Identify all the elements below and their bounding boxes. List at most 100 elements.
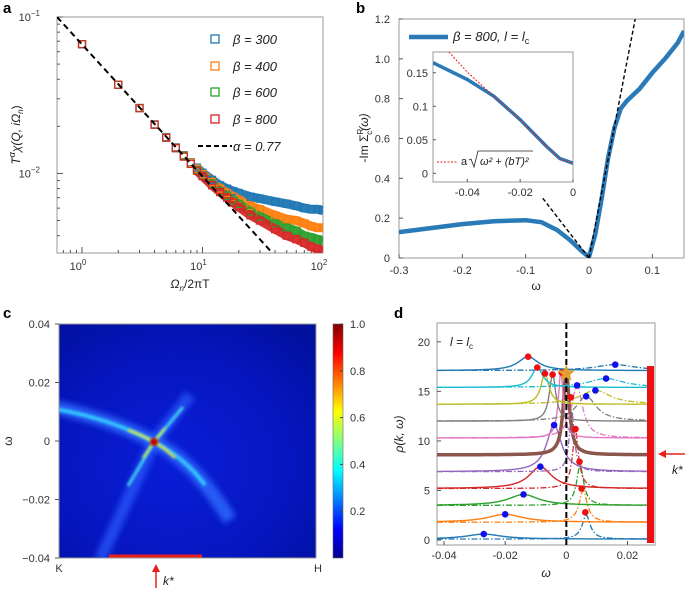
y-axis-label: ρ(k, ω) [392, 416, 406, 454]
x-tick-label-H: H [314, 563, 322, 575]
x-tick-label: -0.02 [493, 550, 518, 562]
data-point-square [270, 219, 280, 228]
colorbar-ticks: 0.2 0.4 0.6 0.8 1.0 [340, 319, 365, 518]
data-point-square [255, 216, 265, 225]
data-point-square [292, 226, 301, 235]
spectral-row-9-dashdot [437, 377, 651, 388]
data-point-square [255, 194, 265, 203]
axis-ticks: -0.04 -0.02 0 0.02 0 5 10 15 20 [418, 337, 638, 562]
y-tick-label: 10−2 [19, 165, 41, 180]
x-tick-label: 102 [311, 258, 328, 273]
y-axis-label: ω [1, 436, 15, 445]
x-tick-label-K: K [55, 563, 63, 575]
k-star-arrowhead [658, 450, 666, 458]
spectral-row-1-solid [437, 513, 651, 523]
inset-legend: a ω² + (bT)² [437, 150, 533, 169]
spectral-row-10-solid [437, 356, 651, 372]
legend-label-sub: c [525, 36, 530, 46]
spectral-row-6-solid [437, 370, 651, 439]
plot-frame [436, 322, 656, 546]
data-point-square [318, 223, 323, 232]
y-label-main: -Im Σ [357, 135, 371, 163]
data-point-square [135, 104, 144, 113]
data-point-square [223, 193, 232, 202]
axis-ticks: 0.04 0.02 0 −0.02 −0.04 K H [22, 319, 322, 575]
plot-area [437, 323, 651, 545]
y-tick-label: 1.0 [375, 54, 390, 66]
spectral-row-2-solid [437, 493, 651, 506]
data-point-square [229, 198, 238, 207]
data-point-square [307, 205, 316, 214]
broad-peak-dot [537, 463, 544, 471]
data-point-square [270, 197, 280, 206]
panel-b-self-energy-plot: -0.3 -0.2 -0.1 0 0.1 0 0.2 0.4 0.6 0.8 1.0 1.2 β = … [356, 14, 685, 293]
spectral-row-1-dashdot [437, 489, 651, 523]
axis-ticks: -0.3 -0.2 -0.1 0 0.1 0 0.2 0.4 0.6 0.8 1.0 1.2 [375, 14, 660, 277]
inset-fit-curve [448, 52, 573, 164]
plot-frame [56, 16, 324, 254]
broad-peak-dot [573, 382, 581, 389]
x-tick-label: 0.1 [645, 265, 660, 277]
data-point-square [313, 244, 322, 253]
tick-base: 10 [19, 168, 31, 180]
tick-exponent: −2 [31, 165, 41, 174]
sharp-peak-dot [581, 508, 589, 516]
inset-self-energy-curve [433, 61, 573, 165]
data-point-square [162, 133, 171, 142]
tick-exponent: −1 [31, 9, 41, 18]
inset-x-tick-label: 0 [570, 187, 576, 199]
y-label-sub: c [365, 131, 374, 135]
y-tick-label: 0.4 [375, 173, 390, 185]
data-point-square [292, 216, 301, 225]
y-label-end: ) [9, 105, 23, 109]
plot-area [399, 19, 684, 258]
data-point-square [318, 206, 323, 215]
y-tick-label: 5 [424, 485, 430, 497]
tick-exponent: 2 [323, 258, 328, 267]
heatmap-background [59, 324, 316, 558]
inset-y-tick-label: 0.15 [407, 68, 428, 80]
linear-guide-dashed [588, 19, 636, 258]
legend-label: β = 800, l = lc [452, 29, 530, 46]
data-point-square [307, 222, 316, 231]
spectral-row-5-solid [437, 369, 651, 457]
star-marker [557, 364, 575, 381]
broad-peak-dot [520, 491, 527, 498]
data-point-square [171, 144, 180, 153]
inset-axis-ticks: -0.04 -0.02 0 0 0.05 0.1 0.15 [407, 68, 576, 199]
inset-y-tick-label: 0.1 [413, 101, 428, 113]
y-tick-label: 0.02 [29, 378, 50, 390]
y-tick-label: 0.04 [29, 319, 50, 331]
crossing-point [150, 438, 158, 446]
x-tick-label: 0.02 [617, 550, 638, 562]
spectral-row-3-dashdot [437, 430, 651, 490]
legend-marker [210, 87, 220, 97]
tick-base: 10 [311, 261, 323, 273]
legend: β = 800, l = lc [409, 29, 530, 46]
broad-peak-dot [480, 530, 488, 538]
data-point-square [246, 211, 255, 220]
spectral-row-6-dashdot [437, 384, 651, 439]
inset-legend-a: a [461, 156, 468, 168]
spectral-row-4-solid [437, 424, 651, 473]
inset-legend-expr: ω² + (bT)² [480, 156, 529, 168]
data-point-square [198, 172, 207, 181]
broad-peak-dot [611, 361, 619, 368]
data-point-square [307, 242, 316, 251]
legend-label: β = 300 [232, 32, 278, 47]
data-point-square [313, 235, 322, 244]
tick-base: 10 [190, 261, 202, 273]
y-label-rest: χ(Q, iΩ [9, 114, 23, 153]
y-axis-label: -Im ΣRc(ω) [356, 113, 374, 162]
colorbar-tick-label: 0.2 [350, 506, 365, 518]
tick-exponent: 0 [82, 258, 87, 267]
x-label-main: Ω [170, 277, 179, 291]
data-point-square [207, 181, 217, 190]
x-tick-label: -0.2 [453, 265, 472, 277]
sharp-peak-dot [572, 425, 579, 433]
annotation-sub: c [469, 342, 473, 351]
data-point-square [307, 233, 316, 242]
data-point-square [246, 192, 255, 201]
y-axis-label: Tαχ(Q, iΩn) [7, 105, 25, 164]
colorbar [332, 323, 344, 559]
